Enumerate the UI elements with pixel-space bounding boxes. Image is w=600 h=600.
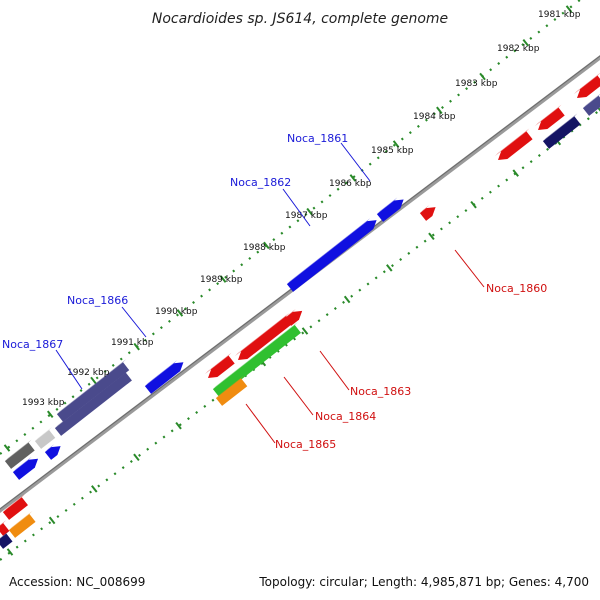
- gene-label-noca-1866[interactable]: Noca_1866: [67, 294, 128, 307]
- accession-text: Accession: NC_008699: [9, 575, 145, 589]
- gene-noca-1867-b[interactable]: [56, 359, 130, 422]
- upper-major-tick: [133, 342, 140, 351]
- upper-major-tick: [522, 39, 530, 47]
- gene-navy-edge[interactable]: [0, 530, 13, 549]
- kbp-label-1984: 1984 kbp: [413, 112, 456, 122]
- gene-blue-small[interactable]: [44, 444, 61, 460]
- gene-red-upper-2[interactable]: [534, 104, 565, 130]
- upper-major-tick: [565, 5, 573, 13]
- upper-major-tick: [219, 275, 227, 283]
- ruler-ticks: [3, 5, 600, 556]
- gene-red-lower-small[interactable]: [204, 352, 235, 378]
- label-leaders: [55, 142, 485, 444]
- gene-label-noca-1863[interactable]: Noca_1863: [350, 385, 411, 398]
- gene-label-noca-1864[interactable]: Noca_1864: [315, 410, 376, 423]
- upper-major-tick: [46, 410, 54, 418]
- upper-major-tick: [392, 140, 400, 148]
- gene-navy-upper[interactable]: [542, 113, 581, 149]
- kbp-label-1985: 1985 kbp: [371, 146, 414, 156]
- kbp-label-1986: 1986 kbp: [329, 179, 372, 189]
- kbp-label-1989: 1989 kbp: [200, 275, 243, 285]
- gene-label-noca-1867[interactable]: Noca_1867: [2, 338, 63, 351]
- lower-ruler: [0, 109, 600, 561]
- gene-noca-1865[interactable]: [215, 375, 248, 406]
- gene-orange-left[interactable]: [8, 511, 36, 538]
- upper-major-tick: [90, 376, 97, 385]
- gene-slate-upper[interactable]: [582, 93, 600, 116]
- gene-noca-1862[interactable]: [286, 218, 377, 292]
- kbp-label-1983: 1983 kbp: [455, 79, 498, 89]
- gene-label-noca-1860[interactable]: Noca_1860: [486, 282, 547, 295]
- gene-label-noca-1862[interactable]: Noca_1862: [230, 176, 291, 189]
- ruler-labels: 1981 kbp 1982 kbp 1983 kbp 1984 kbp 1985…: [22, 10, 581, 408]
- map-title: Nocardioides sp. JS614, complete genome: [152, 11, 448, 27]
- kbp-label-1987: 1987 kbp: [285, 211, 328, 221]
- gene-noca-1866[interactable]: [144, 360, 184, 394]
- gene-features: [0, 72, 600, 549]
- gene-red-upper-1[interactable]: [494, 128, 533, 160]
- kbp-label-1993: 1993 kbp: [22, 398, 65, 408]
- upper-major-tick: [263, 241, 270, 250]
- upper-major-tick: [306, 207, 313, 216]
- upper-major-tick: [349, 174, 357, 182]
- upper-major-tick: [479, 72, 486, 81]
- lower-major-tick: [343, 295, 351, 304]
- gene-red-edge[interactable]: [0, 520, 10, 536]
- gene-label-noca-1865[interactable]: Noca_1865: [275, 438, 336, 451]
- gene-noca-1864[interactable]: [212, 321, 301, 397]
- kbp-label-1982: 1982 kbp: [497, 44, 540, 54]
- lower-major-tick: [428, 232, 435, 241]
- kbp-label-1988: 1988 kbp: [243, 243, 286, 253]
- lower-major-tick: [6, 548, 14, 556]
- lower-major-tick: [48, 516, 56, 525]
- gene-noca-1861[interactable]: [376, 197, 404, 222]
- gene-noca-1860[interactable]: [419, 205, 436, 221]
- lower-major-tick: [301, 327, 309, 335]
- lower-major-tick: [175, 421, 182, 430]
- lower-major-tick: [133, 453, 140, 462]
- gene-label-noca-1861[interactable]: Noca_1861: [287, 132, 348, 145]
- upper-major-tick: [3, 444, 11, 452]
- lower-major-tick: [470, 200, 477, 209]
- gene-blue-left[interactable]: [12, 456, 39, 480]
- gene-noca-1863[interactable]: [234, 312, 293, 360]
- lower-major-tick: [512, 169, 519, 177]
- gene-red-upper-3[interactable]: [573, 72, 600, 98]
- gene-red-lower-tiny[interactable]: [284, 308, 303, 326]
- kbp-label-1991: 1991 kbp: [111, 338, 154, 348]
- upper-major-tick: [176, 309, 184, 317]
- lower-major-tick: [386, 264, 393, 272]
- genome-summary-text: Topology: circular; Length: 4,985,871 bp…: [258, 575, 589, 589]
- upper-major-tick: [436, 106, 443, 115]
- lower-major-tick: [91, 485, 98, 493]
- upper-ruler: [0, 0, 582, 455]
- gene-gray-light[interactable]: [34, 426, 56, 449]
- kbp-label-1981: 1981 kbp: [538, 10, 581, 20]
- kbp-label-1992: 1992 kbp: [67, 368, 110, 378]
- kbp-label-1990: 1990 kbp: [155, 307, 198, 317]
- gene-gray-dark[interactable]: [4, 439, 35, 469]
- gene-red-left[interactable]: [2, 494, 28, 520]
